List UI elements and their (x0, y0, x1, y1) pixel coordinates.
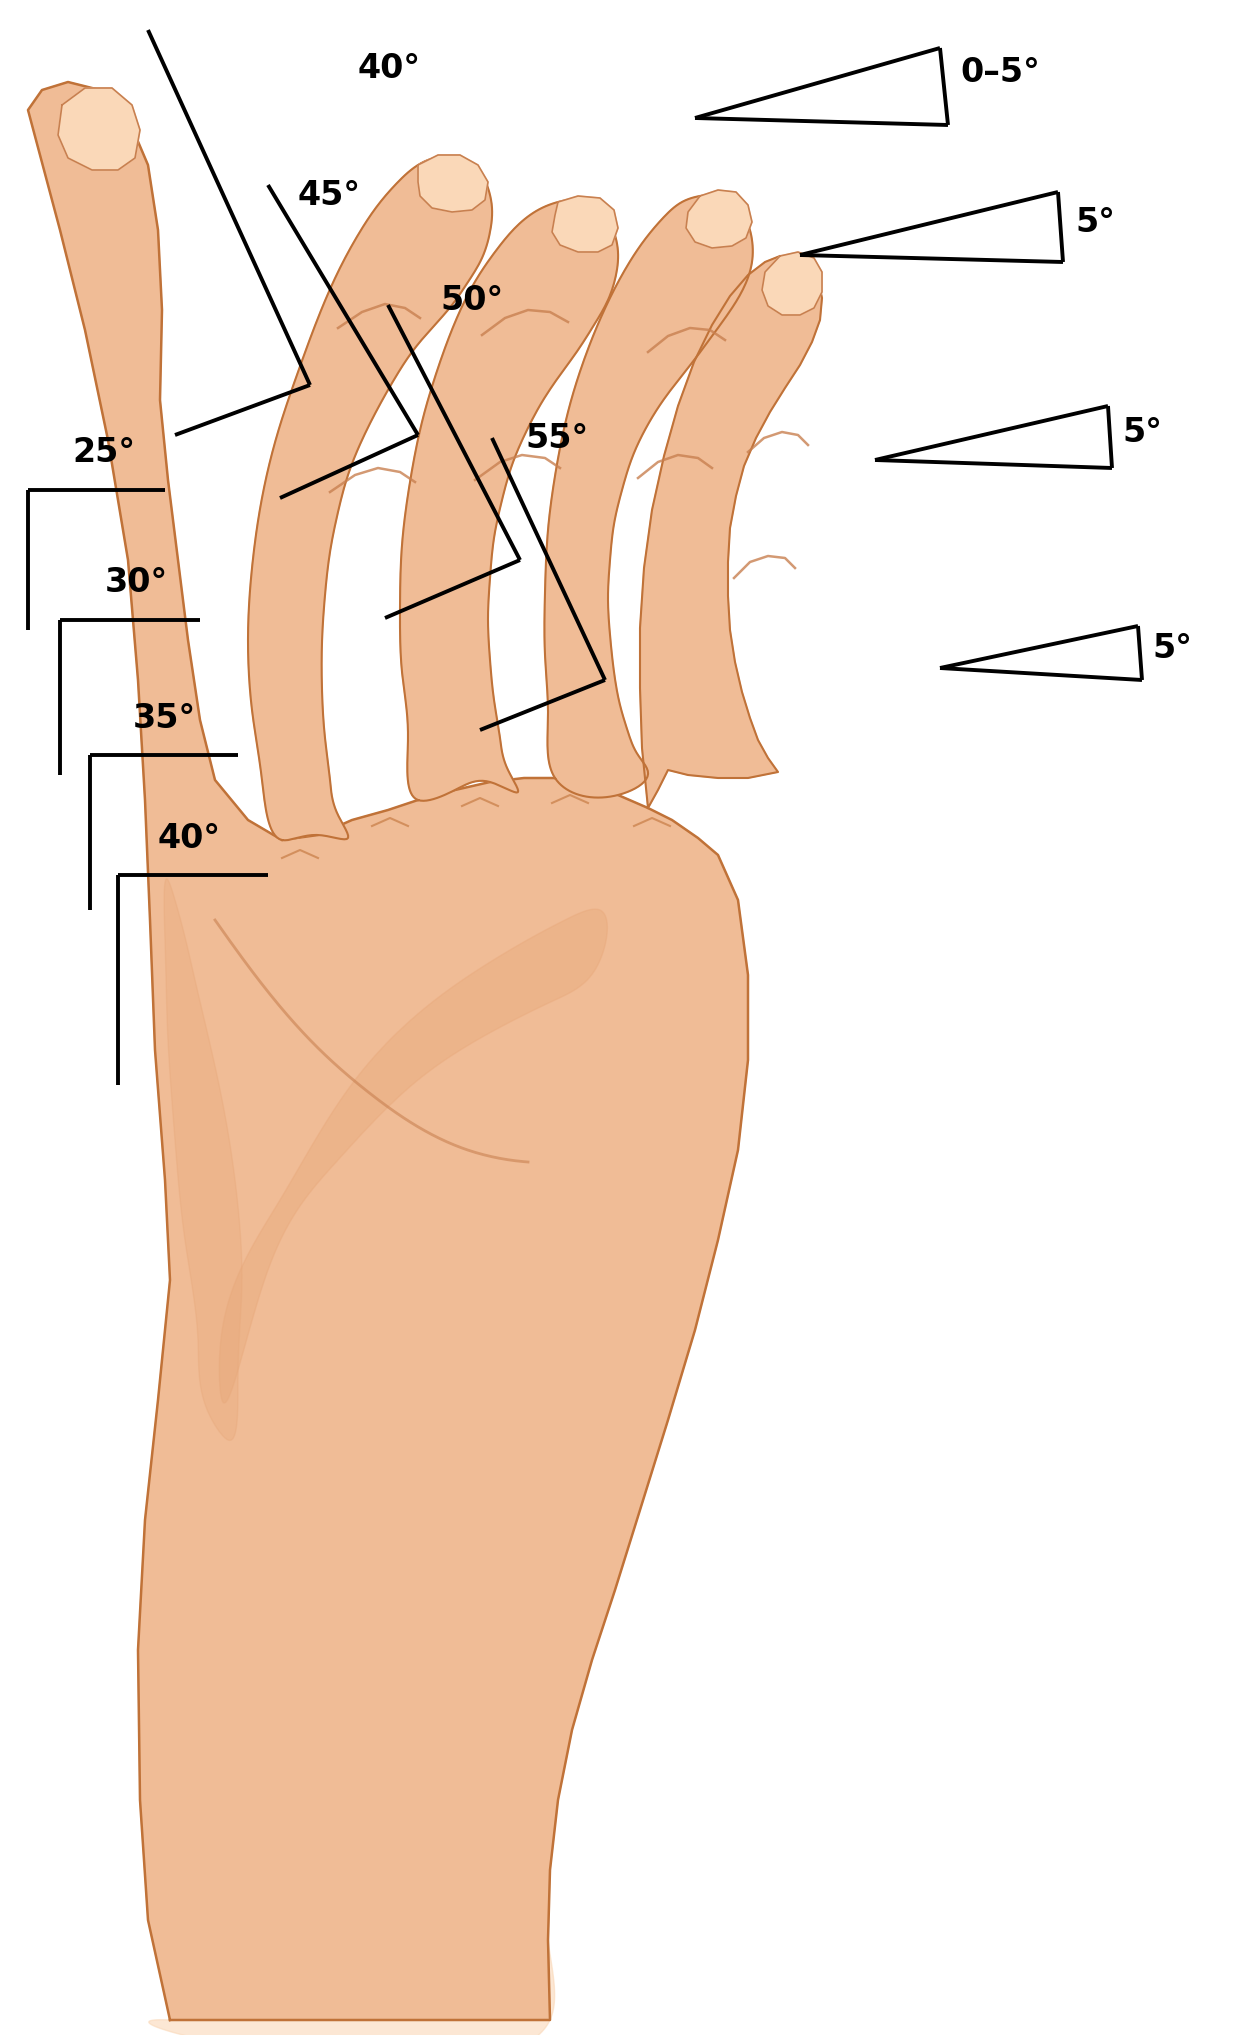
Polygon shape (544, 195, 753, 798)
Polygon shape (763, 252, 822, 315)
Text: 50°: 50° (440, 283, 503, 317)
Polygon shape (400, 199, 619, 802)
Text: 35°: 35° (133, 702, 196, 735)
Text: 55°: 55° (525, 421, 589, 454)
Polygon shape (419, 155, 488, 212)
Text: 0–5°: 0–5° (960, 55, 1040, 88)
Text: 5°: 5° (1153, 631, 1192, 665)
Text: 25°: 25° (72, 435, 135, 468)
Polygon shape (58, 88, 140, 171)
Text: 40°: 40° (158, 822, 221, 855)
Text: 5°: 5° (1076, 206, 1115, 238)
Polygon shape (149, 1659, 555, 2035)
Polygon shape (220, 910, 607, 1402)
Text: 45°: 45° (298, 179, 361, 212)
Polygon shape (248, 157, 492, 840)
Polygon shape (551, 195, 619, 252)
Polygon shape (29, 81, 748, 2021)
Polygon shape (686, 189, 751, 248)
Text: 30°: 30° (106, 566, 168, 598)
Polygon shape (640, 256, 822, 808)
Text: 40°: 40° (358, 51, 421, 85)
Text: 5°: 5° (1122, 415, 1161, 448)
Polygon shape (164, 879, 242, 1441)
